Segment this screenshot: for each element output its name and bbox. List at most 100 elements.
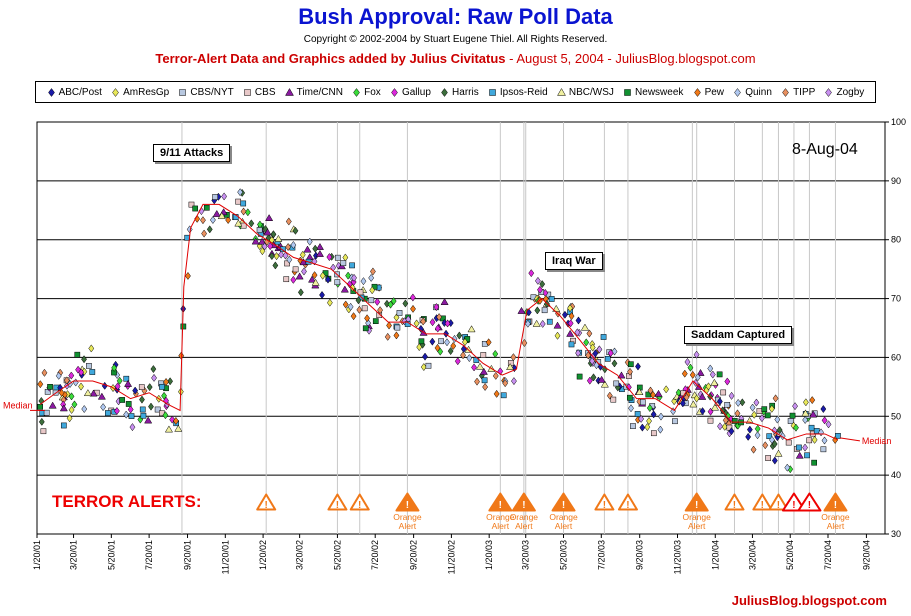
- poll-point: [372, 318, 379, 324]
- terror-alert: !: [724, 493, 745, 511]
- alert-triangle: [684, 492, 709, 512]
- page-title: Bush Approval: Raw Poll Data: [298, 4, 613, 29]
- poll-point: [225, 215, 232, 225]
- poll-point: [541, 307, 548, 314]
- alert-triangle: [327, 493, 348, 511]
- poll-point: [163, 396, 169, 405]
- poll-point: [762, 441, 769, 450]
- x-tick-label: 5/20/04: [785, 540, 795, 570]
- poll-point: [635, 388, 644, 396]
- poll-point: [206, 225, 213, 234]
- alert-label: Alert: [492, 521, 510, 531]
- y-tick-label: 100: [891, 117, 906, 127]
- poll-point: [162, 411, 169, 420]
- x-tick-label: 5/20/01: [106, 540, 116, 570]
- poll-point: [464, 345, 473, 353]
- poll-point: [524, 319, 531, 328]
- poll-point: [401, 317, 408, 326]
- poll-point: [568, 312, 575, 321]
- poll-point: [386, 321, 392, 330]
- poll-point: [68, 392, 75, 401]
- poll-point: [125, 401, 132, 407]
- poll-point: [628, 361, 634, 368]
- legend-label: Time/CNN: [296, 86, 343, 98]
- x-tick-label: 1/20/04: [710, 540, 720, 570]
- legend-label: Fox: [364, 86, 381, 98]
- legend-marker: [244, 88, 251, 96]
- alert-triangle: [395, 492, 420, 512]
- poll-point: [681, 369, 688, 378]
- poll-point: [180, 323, 187, 330]
- poll-point: [116, 376, 123, 385]
- poll-point: [774, 449, 783, 457]
- poll-point: [510, 353, 517, 362]
- poll-point: [369, 286, 376, 295]
- poll-point: [481, 377, 488, 384]
- poll-point: [787, 418, 794, 424]
- poll-point: [240, 207, 247, 216]
- poll-point: [154, 406, 161, 413]
- poll-point: [55, 371, 62, 380]
- poll-point: [315, 242, 325, 250]
- y-tick-label: 40: [891, 470, 901, 480]
- poll-point: [539, 280, 546, 289]
- poll-point: [689, 370, 696, 379]
- median-label-right: Median: [862, 436, 892, 446]
- terror-alert: !: [768, 493, 789, 511]
- poll-point: [536, 296, 543, 305]
- poll-point: [200, 216, 206, 225]
- alert-triangle: [781, 492, 806, 512]
- x-tick-label: 3/20/02: [295, 540, 305, 570]
- poll-point: [480, 352, 487, 358]
- poll-point: [710, 378, 719, 386]
- poll-point: [630, 423, 636, 429]
- poll-point: [159, 384, 165, 390]
- poll-point: [627, 367, 633, 376]
- poll-point: [256, 227, 263, 233]
- poll-point: [78, 382, 84, 391]
- poll-point: [753, 398, 760, 407]
- poll-point: [784, 463, 791, 472]
- legend-label: Harris: [452, 86, 479, 98]
- poll-point: [393, 313, 400, 322]
- alert-exclamation: !: [761, 500, 764, 511]
- poll-point: [38, 396, 45, 405]
- poll-point: [628, 404, 634, 413]
- alert-triangle: [617, 493, 638, 511]
- y-tick-label: 60: [891, 352, 901, 362]
- x-tick-label: 9/20/03: [635, 540, 645, 570]
- x-tick-label: 1/20/01: [32, 540, 42, 570]
- poll-point: [444, 319, 451, 328]
- poll-point: [374, 297, 381, 306]
- alert-exclamation: !: [358, 500, 361, 511]
- poll-point: [105, 410, 111, 416]
- legend-item: Zogby: [824, 87, 864, 98]
- poll-point: [346, 280, 353, 289]
- terror-alert: !: [327, 493, 348, 511]
- poll-point: [754, 431, 761, 440]
- poll-point: [493, 389, 500, 398]
- legend-marker: [693, 87, 701, 97]
- y-tick-label: 50: [891, 411, 901, 421]
- poll-point: [237, 188, 244, 197]
- poll-point: [139, 395, 145, 404]
- legend-item: NBC/WSJ: [556, 86, 614, 98]
- poll-point: [654, 389, 663, 397]
- poll-point: [639, 423, 646, 432]
- poll-point: [672, 418, 678, 425]
- poll-point: [583, 338, 590, 347]
- legend-label: Zogby: [836, 86, 865, 98]
- poll-point: [43, 409, 50, 416]
- poll-point: [429, 337, 436, 346]
- poll-point: [707, 364, 714, 373]
- poll-point: [811, 435, 818, 444]
- poll-point: [340, 260, 347, 266]
- legend-label: NBC/WSJ: [568, 86, 614, 98]
- legend-item: Newsweek: [623, 87, 683, 98]
- poll-point: [735, 398, 742, 407]
- poll-point: [114, 382, 121, 391]
- poll-point: [315, 249, 324, 257]
- poll-point: [420, 317, 427, 326]
- poll-point: [161, 391, 167, 400]
